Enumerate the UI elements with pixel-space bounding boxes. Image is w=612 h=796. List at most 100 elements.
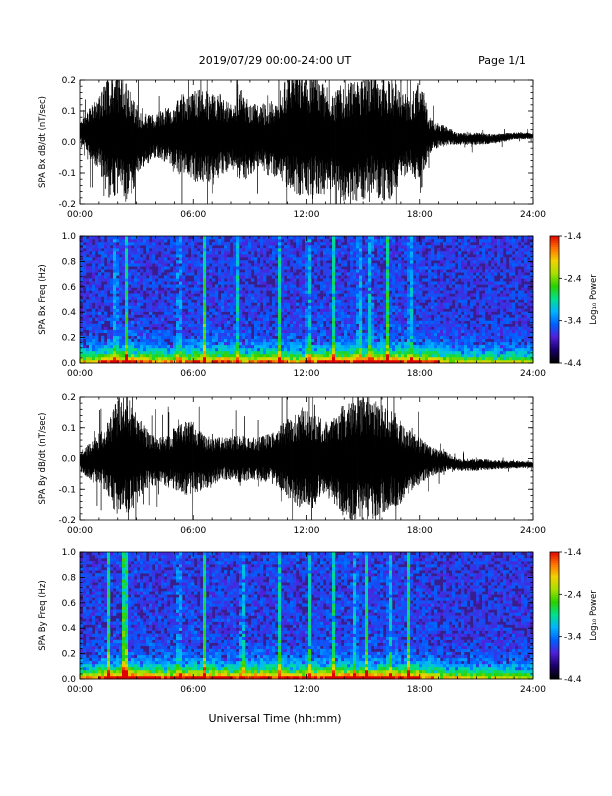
spectrogram-cell [206,236,209,239]
spectrogram-cell [323,339,326,342]
spectrogram-cell [284,287,287,290]
spectrogram-cell [188,354,191,357]
spectrogram-cell [335,348,338,351]
spectrogram-cell [194,345,197,348]
spectrogram-cell [332,245,335,248]
spectrogram-cell [278,284,281,287]
spectrogram-cell [284,327,287,330]
spectrogram-cell [434,345,437,348]
spectrogram-cell [116,248,119,251]
spectrogram-cell [191,312,194,315]
spectrogram-cell [179,348,182,351]
spectrogram-cell [344,318,347,321]
spectrogram-cell [317,327,320,330]
spectrogram-cell [119,351,122,354]
spectrogram-cell [134,284,137,287]
spectrogram-cell [233,236,236,239]
spectrogram-cell [155,351,158,354]
spectrogram-cell [374,315,377,318]
spectrogram-cell [281,351,284,354]
spectrogram-cell [464,327,467,330]
spectrogram-cell [464,303,467,306]
spectrogram-cell [443,351,446,354]
spectrogram-cell [380,315,383,318]
spectrogram-cell [134,245,137,248]
spectrogram-cell [182,321,185,324]
spectrogram-cell [98,251,101,254]
spectrogram-cell [443,242,446,245]
spectrogram-cell [113,272,116,275]
spectrogram-cell [233,269,236,272]
spectrogram-cell [209,354,212,357]
spectrogram-cell [113,257,116,260]
spectrogram-cell [107,275,110,278]
spectrogram-cell [245,275,248,278]
spectrogram-cell [368,293,371,296]
spectrogram-cell [362,263,365,266]
spectrogram-cell [494,303,497,306]
spectrogram-cell [146,318,149,321]
spectrogram-cell [239,321,242,324]
spectrogram-cell [293,266,296,269]
spectrogram-cell [392,263,395,266]
spectrogram-cell [266,245,269,248]
spectrogram-cell [470,324,473,327]
spectrogram-cell [233,239,236,242]
spectrogram-cell [275,345,278,348]
spectrogram-cell [317,272,320,275]
spectrogram-cell [311,300,314,303]
spectrogram-cell [83,284,86,287]
spectrogram-cell [338,260,341,263]
spectrogram-cell [335,300,338,303]
spectrogram-cell [323,357,326,360]
spectrogram-cell [449,351,452,354]
spectrogram-cell [125,296,128,299]
spectrogram-cell [173,327,176,330]
spectrogram-cell [386,245,389,248]
spectrogram-cell [455,333,458,336]
spectrogram-cell [158,309,161,312]
spectrogram-cell [266,330,269,333]
spectrogram-cell [239,272,242,275]
spectrogram-cell [302,354,305,357]
spectrogram-cell [377,275,380,278]
spectrogram-cell [398,251,401,254]
spectrogram-cell [230,321,233,324]
spectrogram-cell [341,296,344,299]
spectrogram-cell [119,296,122,299]
spectrogram-cell [332,300,335,303]
spectrogram-cell [326,287,329,290]
spectrogram-cell [209,351,212,354]
spectrogram-cell [140,333,143,336]
spectrogram-cell [335,339,338,342]
spectrogram-cell [278,239,281,242]
spectrogram-cell [398,281,401,284]
spectrogram-cell [431,293,434,296]
spectrogram-cell [359,309,362,312]
spectrogram-cell [371,330,374,333]
spectrogram-cell [389,324,392,327]
spectrogram-cell [437,293,440,296]
spectrogram-cell [410,287,413,290]
spectrogram-cell [245,324,248,327]
spectrogram-cell [380,242,383,245]
spectrogram-cell [488,351,491,354]
spectrogram-cell [392,245,395,248]
spectrogram-cell [281,281,284,284]
spectrogram-cell [113,336,116,339]
spectrogram-cell [113,354,116,357]
spectrogram-cell [356,318,359,321]
spectrogram-cell [158,257,161,260]
spectrogram-cell [125,293,128,296]
spectrogram-cell [314,260,317,263]
spectrogram-cell [413,336,416,339]
spectrogram-cell [203,324,206,327]
spectrogram-cell [395,303,398,306]
spectrogram-cell [212,345,215,348]
spectrogram-cell [491,242,494,245]
spectrogram-cell [134,306,137,309]
spectrogram-cell [221,260,224,263]
spectrogram-cell [320,339,323,342]
spectrogram-cell [467,351,470,354]
spectrogram-cell [191,287,194,290]
